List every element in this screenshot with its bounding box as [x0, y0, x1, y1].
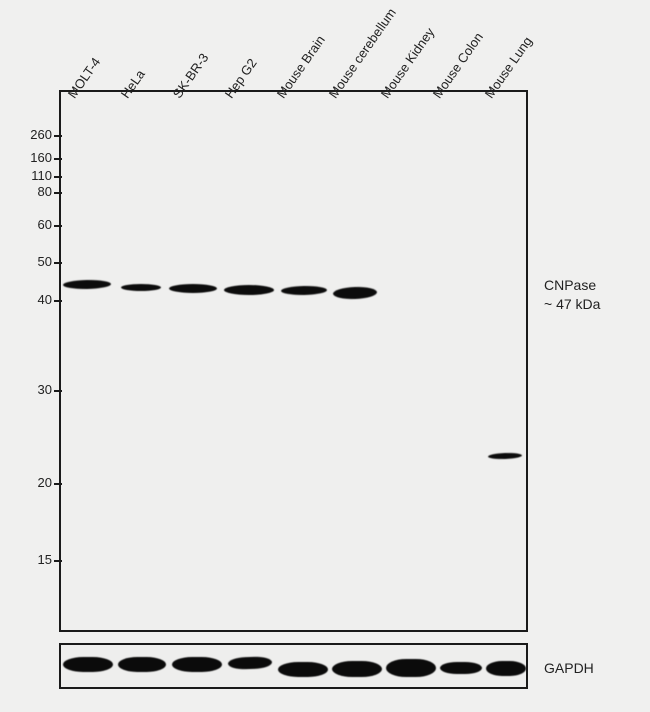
- mw-tick: [54, 560, 62, 562]
- mw-label: 15: [18, 552, 52, 567]
- mw-tick: [54, 225, 62, 227]
- mw-label: 50: [18, 254, 52, 269]
- protein-band: [63, 657, 113, 672]
- target-name: CNPase: [544, 277, 596, 293]
- protein-band: [440, 662, 482, 674]
- protein-band: [121, 284, 161, 291]
- mw-label: 160: [18, 150, 52, 165]
- mw-label: 80: [18, 184, 52, 199]
- western-blot-figure: MOLT-4HeLaSK-BR-3Hep G2Mouse BrainMouse …: [0, 0, 650, 712]
- mw-label: 30: [18, 382, 52, 397]
- main-blot-panel: [59, 90, 528, 632]
- mw-tick: [54, 135, 62, 137]
- mw-label: 260: [18, 127, 52, 142]
- mw-tick: [54, 192, 62, 194]
- loading-control-label: GAPDH: [544, 659, 594, 678]
- protein-band: [118, 657, 166, 672]
- protein-band: [386, 659, 436, 677]
- protein-band: [486, 661, 526, 676]
- mw-tick: [54, 390, 62, 392]
- protein-band: [172, 657, 222, 672]
- mw-tick: [54, 176, 62, 178]
- mw-label: 110: [18, 168, 52, 183]
- mw-tick: [54, 262, 62, 264]
- mw-tick: [54, 300, 62, 302]
- mw-label: 40: [18, 292, 52, 307]
- protein-band: [224, 285, 274, 295]
- protein-band: [169, 284, 217, 293]
- gapdh-text: GAPDH: [544, 660, 594, 676]
- target-mw: ~ 47 kDa: [544, 296, 600, 312]
- mw-tick: [54, 158, 62, 160]
- protein-band: [278, 662, 328, 677]
- mw-tick: [54, 483, 62, 485]
- mw-label: 20: [18, 475, 52, 490]
- mw-label: 60: [18, 217, 52, 232]
- target-protein-label: CNPase ~ 47 kDa: [544, 276, 600, 314]
- protein-band: [332, 661, 382, 677]
